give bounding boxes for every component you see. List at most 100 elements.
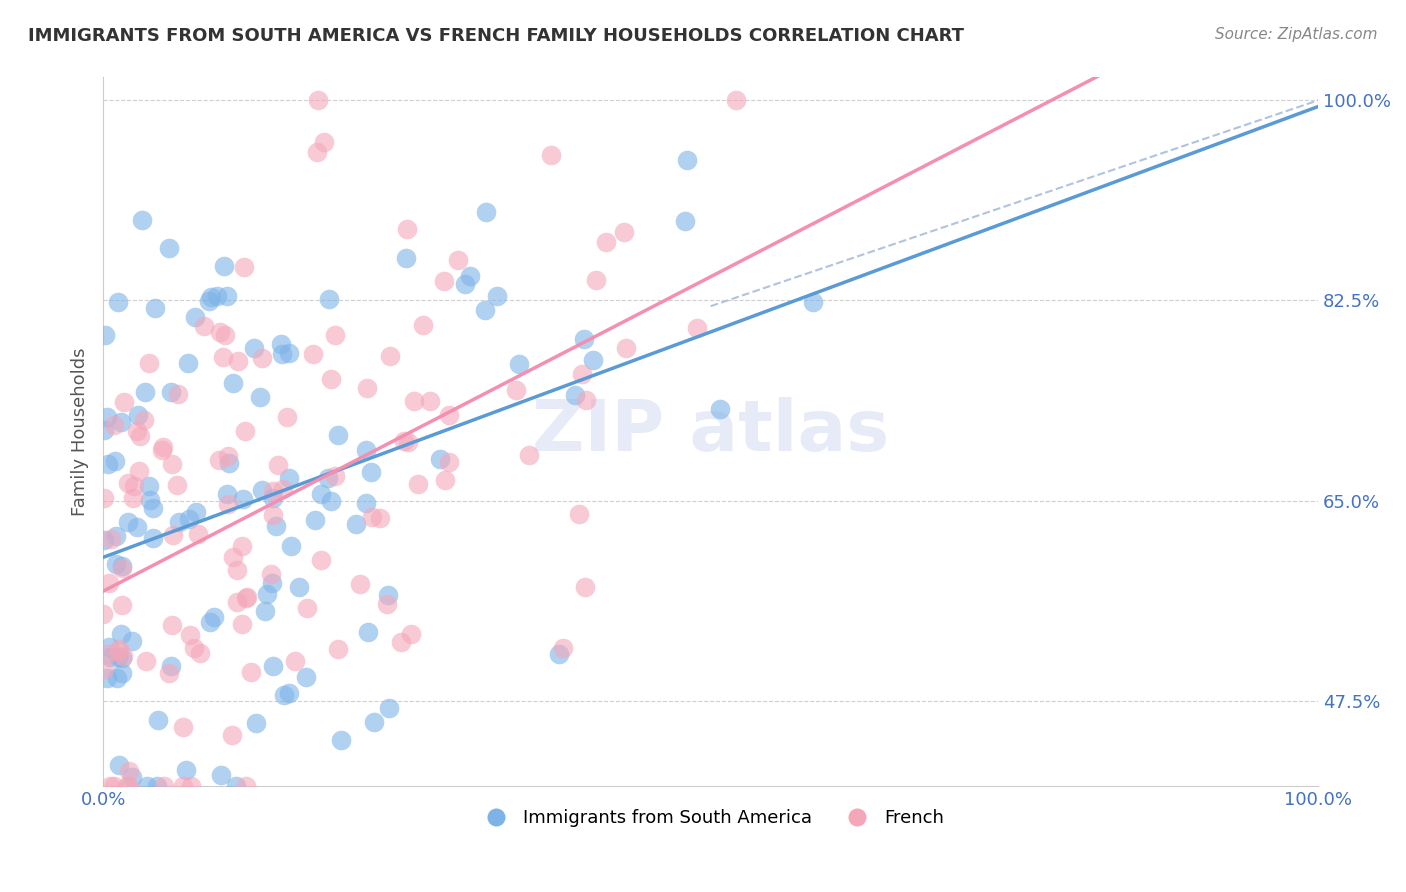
Point (419, 394, 441, 409)
Point (360, 465, 382, 479)
Point (146, 713, 169, 727)
Point (249, 390, 271, 404)
Point (231, 617, 253, 632)
Point (200, 290, 222, 304)
Point (107, 650, 129, 665)
Point (389, 635, 412, 649)
Point (103, 780, 125, 794)
Point (357, 625, 380, 640)
Point (104, 454, 127, 468)
Point (235, 591, 257, 605)
Point (437, 408, 460, 422)
Point (127, 409, 149, 423)
Point (395, 251, 418, 265)
Point (349, 576, 371, 591)
Point (225, 780, 247, 794)
Point (474, 303, 496, 318)
Point (277, 471, 299, 485)
Point (329, 733, 352, 747)
Point (179, 628, 201, 642)
Point (437, 455, 460, 469)
Point (204, 610, 226, 624)
Point (111, 558, 134, 573)
Point (157, 241, 180, 255)
Point (96, 647, 118, 661)
Point (319, 372, 342, 386)
Point (709, 402, 731, 417)
Point (225, 595, 247, 609)
Point (98, 780, 121, 794)
Legend: Immigrants from South America, French: Immigrants from South America, French (470, 802, 950, 834)
Point (239, 665, 262, 680)
Point (676, 153, 699, 167)
Point (166, 478, 188, 492)
Point (318, 293, 340, 307)
Point (209, 325, 232, 339)
Point (613, 225, 636, 239)
Point (172, 780, 194, 794)
Y-axis label: Family Households: Family Households (72, 348, 89, 516)
Point (134, 384, 156, 399)
Point (207, 289, 229, 303)
Point (278, 345, 301, 359)
Point (217, 498, 239, 512)
Point (150, 443, 173, 458)
Point (316, 471, 339, 485)
Point (614, 341, 637, 355)
Point (323, 469, 346, 483)
Point (172, 720, 194, 734)
Point (146, 780, 169, 794)
Point (111, 648, 134, 663)
Point (183, 641, 205, 656)
Point (276, 410, 298, 425)
Point (363, 714, 385, 729)
Point (307, 145, 329, 159)
Point (122, 479, 145, 493)
Point (138, 478, 160, 492)
Point (505, 383, 527, 397)
Point (378, 701, 401, 715)
Point (127, 520, 149, 534)
Point (177, 512, 200, 526)
Point (574, 580, 596, 594)
Point (152, 440, 174, 454)
Point (375, 597, 398, 611)
Point (127, 424, 149, 438)
Point (378, 349, 401, 363)
Point (110, 626, 132, 640)
Point (118, 780, 141, 794)
Point (93, 533, 115, 547)
Point (93, 423, 115, 437)
Point (198, 615, 221, 629)
Point (167, 387, 190, 401)
Point (309, 487, 332, 501)
Point (212, 259, 235, 273)
Point (111, 599, 134, 613)
Point (98, 575, 121, 590)
Point (207, 452, 229, 467)
Point (118, 764, 141, 778)
Point (225, 563, 247, 577)
Point (571, 368, 593, 382)
Point (100, 532, 122, 546)
Point (256, 587, 278, 601)
Point (222, 376, 245, 390)
Point (121, 634, 143, 648)
Point (197, 293, 219, 308)
Point (582, 353, 605, 368)
Point (231, 539, 253, 553)
Point (273, 689, 295, 703)
Point (253, 604, 276, 618)
Point (180, 780, 202, 794)
Point (93, 491, 115, 506)
Text: IMMIGRANTS FROM SOUTH AMERICA VS FRENCH FAMILY HOUSEHOLDS CORRELATION CHART: IMMIGRANTS FROM SOUTH AMERICA VS FRENCH … (28, 27, 965, 45)
Point (568, 507, 591, 521)
Point (136, 780, 159, 794)
Point (267, 458, 290, 472)
Point (323, 327, 346, 342)
Point (121, 770, 143, 784)
Point (368, 510, 391, 524)
Point (162, 457, 184, 471)
Point (284, 654, 307, 668)
Point (222, 550, 245, 565)
